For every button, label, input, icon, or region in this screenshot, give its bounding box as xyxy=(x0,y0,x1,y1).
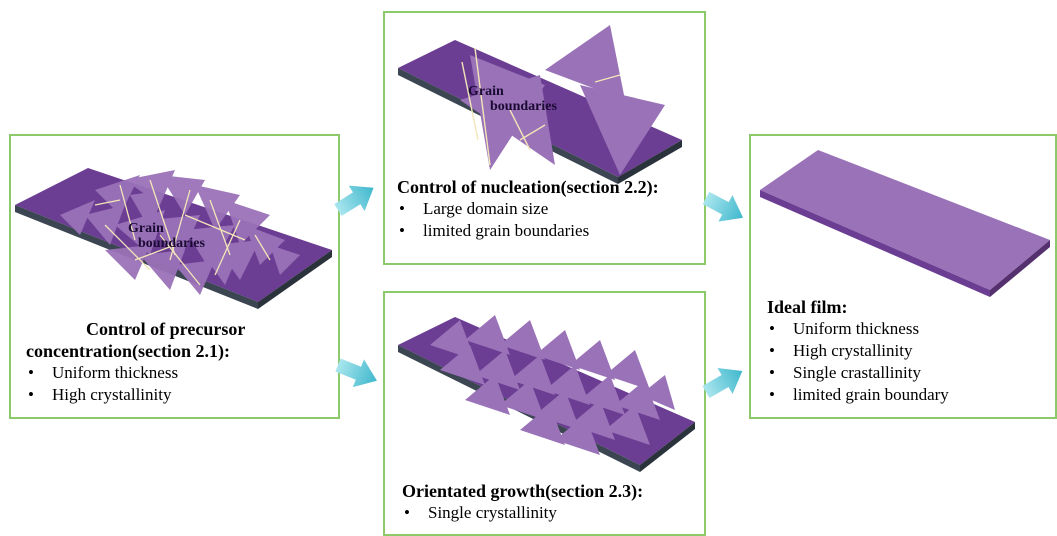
list-item: High crystallinity xyxy=(26,384,336,406)
caption-precursor: Control of precursor concentration(secti… xyxy=(26,318,336,406)
grain-boundary-lines xyxy=(94,179,271,286)
large-grain-triangles xyxy=(460,25,665,175)
list-item: Uniform thickness xyxy=(767,318,1052,340)
nucleation-bullet-list: Large domain size limited grain boundari… xyxy=(397,198,702,242)
aligned-grain-triangles xyxy=(430,315,675,455)
grain-boundaries-label-2b: boundaries xyxy=(490,99,557,114)
grain-boundaries-label-2a: Grain xyxy=(468,84,504,99)
nucleation-boundary-lines xyxy=(461,47,621,166)
caption-growth-title: Orientated growth(section 2.3): xyxy=(402,481,644,501)
grain-boundaries-label-1b: boundaries xyxy=(138,236,205,251)
list-item: limited grain boundaries xyxy=(397,220,702,242)
film-precursor: Grain boundaries xyxy=(15,168,332,309)
ideal-bullet-list: Uniform thickness High crystallinity Sin… xyxy=(767,318,1052,406)
caption-ideal: Ideal film: Uniform thickness High cryst… xyxy=(767,296,1052,406)
caption-ideal-title: Ideal film: xyxy=(767,297,848,317)
list-item: Uniform thickness xyxy=(26,362,336,384)
caption-nucleation: Control of nucleation(section 2.2): Larg… xyxy=(397,176,702,242)
list-item: limited grain boundary xyxy=(767,384,1052,406)
film-nucleation: Grain boundaries xyxy=(398,25,682,184)
caption-precursor-title-2: concentration(section 2.1): xyxy=(26,341,230,361)
list-item: Single crastallinity xyxy=(767,362,1052,384)
growth-bullet-list: Single crystallinity xyxy=(402,502,702,524)
flow-arrows xyxy=(334,185,744,399)
caption-precursor-title-1: Control of precursor xyxy=(86,319,246,339)
film-oriented-growth xyxy=(398,315,695,472)
arrow-growth-to-ideal-icon xyxy=(702,368,743,399)
list-item: Large domain size xyxy=(397,198,702,220)
caption-nucleation-title: Control of nucleation(section 2.2): xyxy=(397,177,659,197)
grain-boundaries-label-1a: Grain xyxy=(128,221,164,236)
arrow-precursor-to-nucleation-icon xyxy=(334,185,374,216)
list-item: High crystallinity xyxy=(767,340,1052,362)
precursor-bullet-list: Uniform thickness High crystallinity xyxy=(26,362,336,406)
arrow-nucleation-to-ideal-icon xyxy=(702,191,744,222)
caption-growth: Orientated growth(section 2.3): Single c… xyxy=(402,480,702,524)
list-item: Single crystallinity xyxy=(402,502,702,524)
arrow-precursor-to-growth-icon xyxy=(335,358,377,388)
film-ideal xyxy=(760,150,1050,297)
